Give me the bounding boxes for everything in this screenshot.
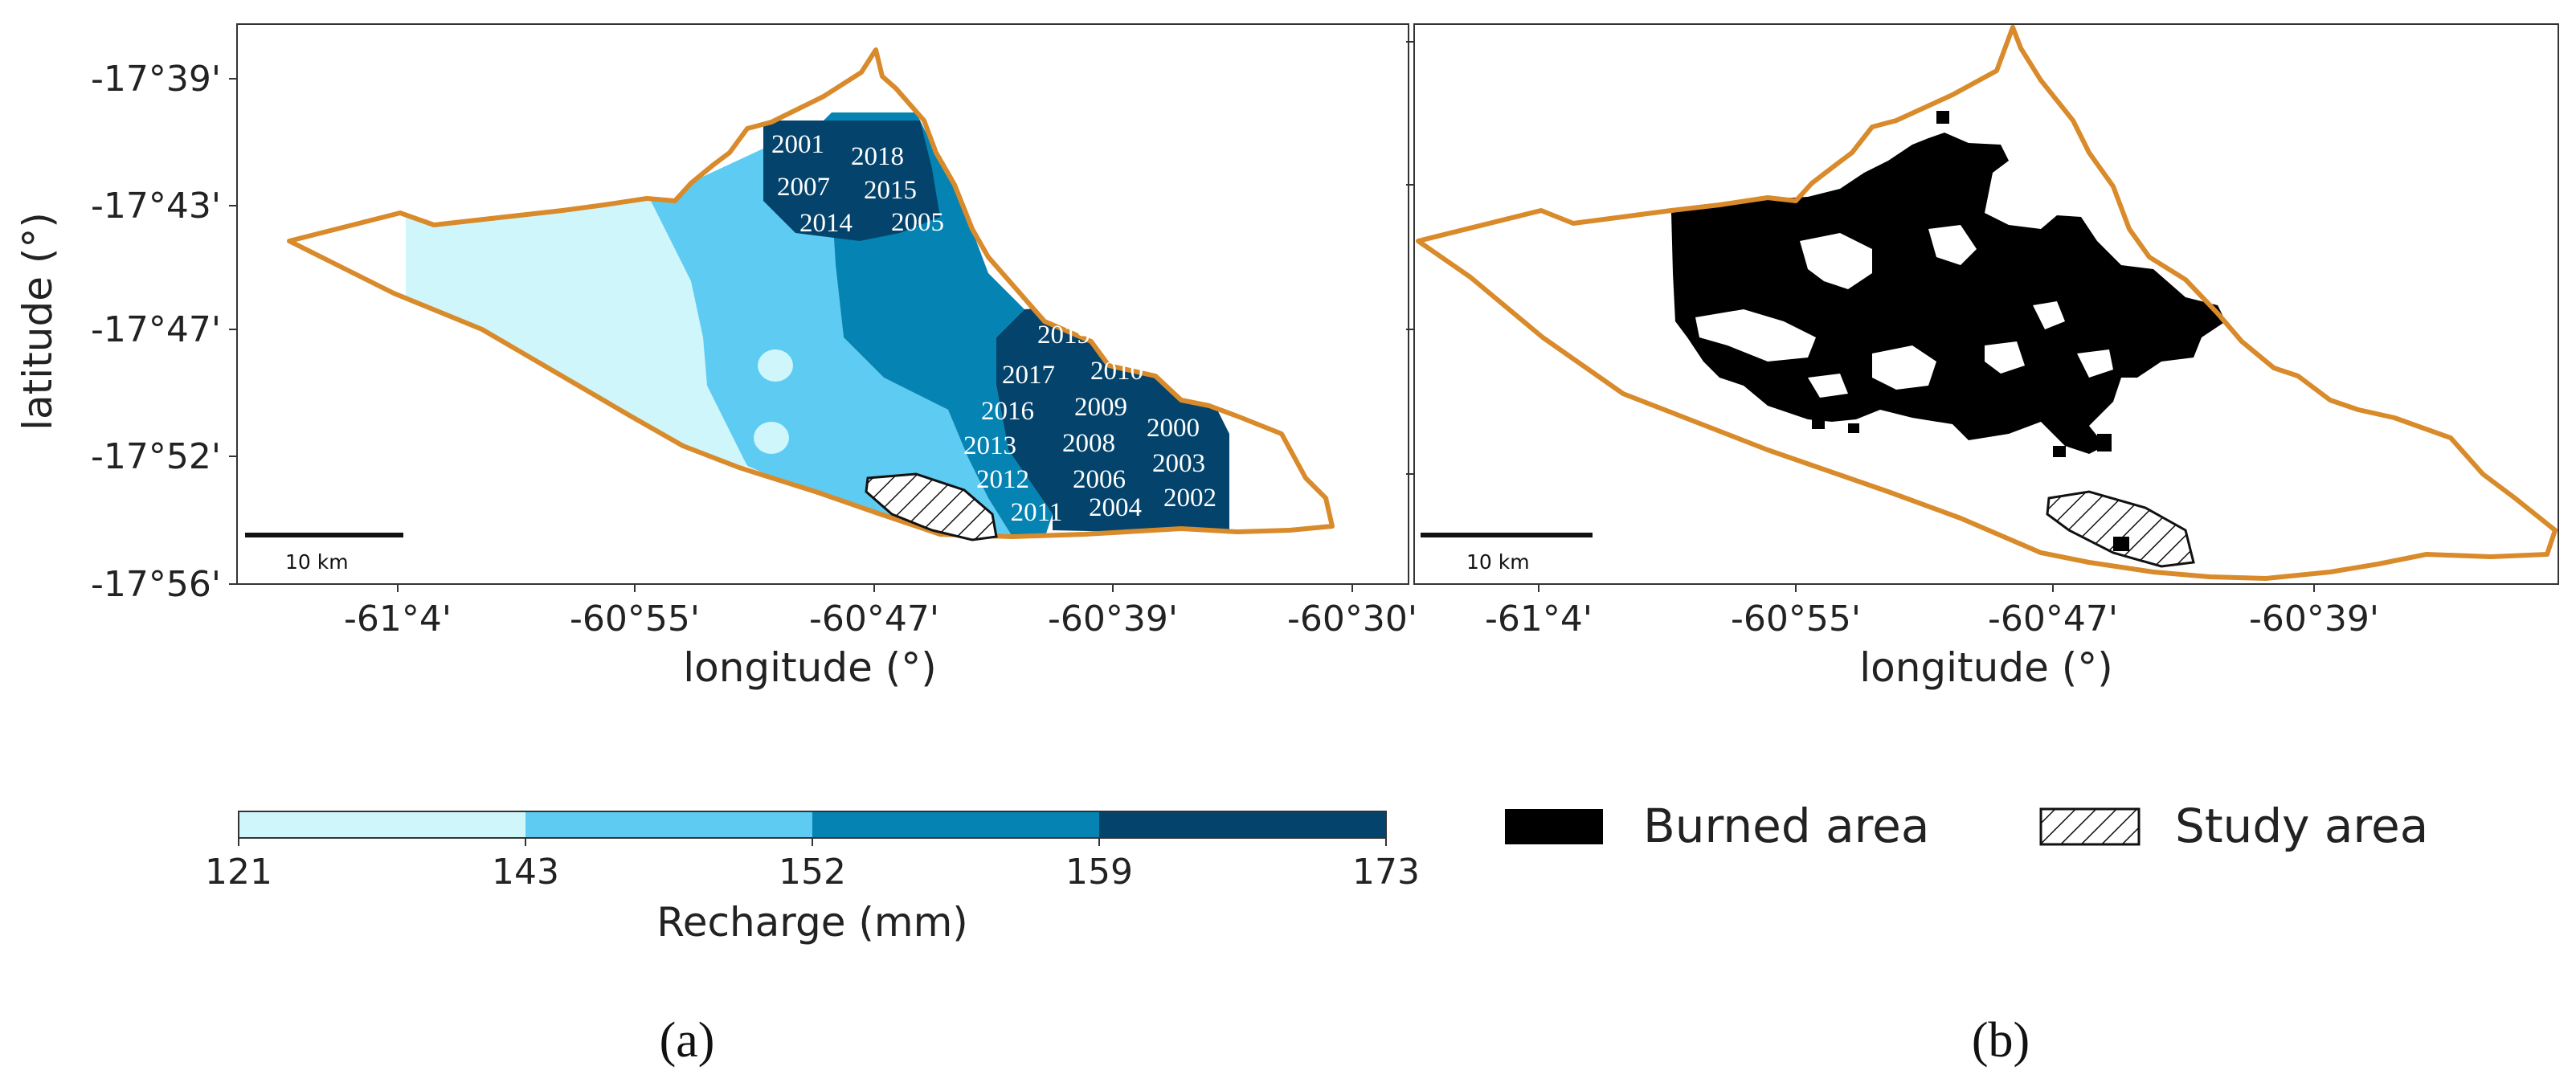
year-label: 2017 <box>1002 361 1055 390</box>
year-label: 2009 <box>1074 393 1127 422</box>
legend-label-burned: Burned area <box>1643 799 1929 853</box>
year-label: 2015 <box>864 176 917 205</box>
year-label: 2003 <box>1152 449 1205 478</box>
y-tick-label: -17°52' <box>91 436 221 477</box>
burned-pixel <box>2097 434 2112 452</box>
unburned-patch <box>1985 341 2025 374</box>
burned-pixel <box>2053 446 2066 457</box>
zone-159-173-north <box>763 121 940 241</box>
y-axis-a: -17°39' -17°43' -17°47' -17°52' -17°56' <box>91 59 237 605</box>
burned-pixel <box>1812 418 1825 429</box>
zone-159-173-south <box>996 305 1229 532</box>
y-tick-label: -17°47' <box>91 309 221 350</box>
colorbar-tick-label: 152 <box>779 852 846 893</box>
panel-a: 2001 2018 2007 2015 2014 2005 2019 2017 … <box>14 23 1417 1068</box>
year-label: 2001 <box>771 130 824 159</box>
year-label: 2019 <box>1037 321 1090 349</box>
year-label: 2014 <box>799 209 853 238</box>
x-tick-label: -61°4' <box>344 599 452 639</box>
year-label: 2002 <box>1163 484 1216 513</box>
year-label: 2010 <box>1090 357 1143 386</box>
x-axis-a: -61°4' -60°55' -60°47' -60°39' -60°30' <box>344 584 1417 639</box>
year-labels: 2001 2018 2007 2015 2014 2005 2019 2017 … <box>771 130 1216 527</box>
x-tick-label: -60°47' <box>1988 599 2118 639</box>
year-label: 2000 <box>1147 414 1200 443</box>
colorbar-segment <box>812 811 1099 838</box>
zone-121-143 <box>406 201 747 482</box>
colorbar: 121 143 152 159 173 Recharge (mm) <box>205 811 1420 946</box>
x-tick-label: -60°39' <box>1048 599 1178 639</box>
panel-tag-b: (b) <box>1972 1013 2030 1068</box>
unburned-patch <box>1695 309 1816 362</box>
colorbar-segment <box>1099 811 1386 838</box>
x-tick-label: -61°4' <box>1485 599 1593 639</box>
colorbar-tick-label: 173 <box>1352 852 1420 893</box>
year-label: 2007 <box>777 173 830 202</box>
colorbar-tick-label: 121 <box>205 852 272 893</box>
burned-pixel <box>2169 317 2184 330</box>
burned-pixel <box>1848 423 1859 433</box>
study-area-a <box>865 472 998 541</box>
colorbar-segment <box>239 811 525 838</box>
y-tick-label: -17°43' <box>91 186 221 227</box>
x-tick-label: -60°30' <box>1287 599 1417 639</box>
year-label: 2013 <box>963 431 1016 460</box>
x-tick-label: -60°47' <box>809 599 939 639</box>
legend-label-study: Study area <box>2175 799 2428 853</box>
burned-pixel <box>1936 111 1949 124</box>
legend-swatch-study <box>2039 807 2141 846</box>
y-axis-title-a: latitude (°) <box>14 212 61 431</box>
scale-bar-label-a: 10 km <box>285 550 349 574</box>
x-axis-b: -61°4' -60°55' -60°47' -60°39' <box>1485 584 2379 639</box>
unburned-patch <box>2077 349 2113 378</box>
x-axis-title-a: longitude (°) <box>683 644 937 691</box>
year-label: 2006 <box>1073 465 1126 494</box>
unburned-patch <box>1928 225 1977 265</box>
y-tick-label: -17°39' <box>91 59 221 100</box>
colorbar-segments <box>239 811 1386 838</box>
unburned-patch <box>1800 233 1872 289</box>
x-tick-label: -60°55' <box>1731 599 1861 639</box>
unburned-patch <box>2033 301 2065 329</box>
colorbar-segment <box>525 811 812 838</box>
study-area-b <box>2046 490 2195 568</box>
catchment-boundary-b <box>1416 25 2558 581</box>
y-axis-b <box>1406 41 1414 475</box>
colorbar-tick-label: 143 <box>492 852 559 893</box>
year-label: 2008 <box>1062 429 1115 458</box>
year-label: 2011 <box>1011 498 1063 527</box>
colorbar-label: Recharge (mm) <box>656 899 968 946</box>
panel-b: 10 km -61°4' -60°55' -60°47' -60°39' lon… <box>1406 23 2559 1068</box>
recharge-spot-1 <box>758 349 793 382</box>
year-label: 2005 <box>891 208 944 237</box>
x-tick-label: -60°55' <box>570 599 700 639</box>
legend: Burned area Study area <box>1505 799 2428 853</box>
year-label: 2012 <box>976 465 1029 494</box>
recharge-spot-2 <box>754 422 789 454</box>
burned-area <box>1671 111 2226 457</box>
x-axis-title-b: longitude (°) <box>1859 644 2113 691</box>
zone-143-152 <box>651 121 1012 537</box>
year-label: 2016 <box>981 397 1034 426</box>
legend-swatch-burned <box>1505 809 1603 844</box>
panel-tag-a: (a) <box>660 1013 715 1068</box>
unburned-patch <box>1808 374 1848 398</box>
y-tick-label: -17°56' <box>91 564 221 605</box>
catchment-boundary-a <box>287 47 1335 539</box>
burned-pixel-study <box>2113 537 2129 551</box>
scale-bar-label-b: 10 km <box>1466 550 1530 574</box>
x-tick-label: -60°39' <box>2249 599 2379 639</box>
year-label: 2004 <box>1089 493 1142 522</box>
colorbar-tick-label: 159 <box>1065 852 1133 893</box>
colorbar-ticks: 121 143 152 159 173 <box>205 838 1420 893</box>
unburned-patch <box>1872 345 1936 390</box>
year-label: 2018 <box>851 142 904 171</box>
panel-b-frame <box>1413 23 2559 585</box>
